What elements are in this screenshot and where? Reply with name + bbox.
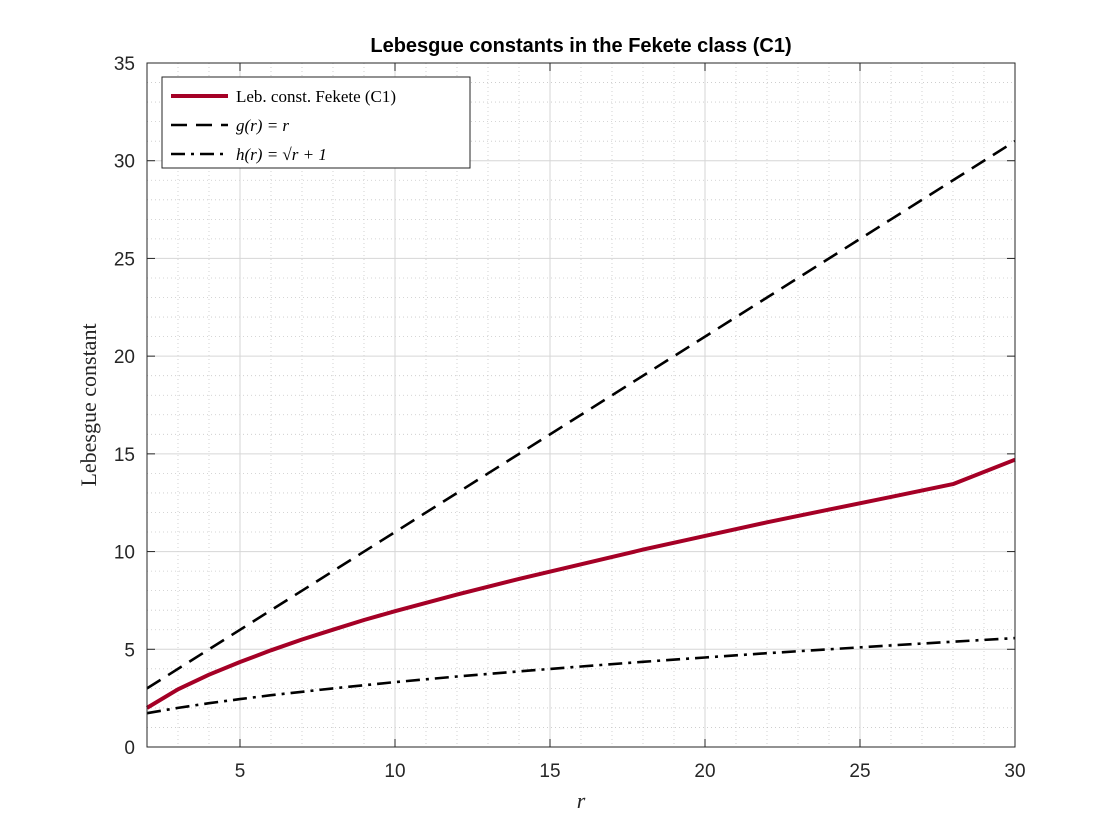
y-tick-label: 5: [124, 640, 135, 661]
plot-area: [147, 63, 1015, 747]
x-tick-label: 15: [539, 761, 560, 782]
x-tick-label: 30: [1004, 761, 1025, 782]
series-line-3: [146, 636, 1016, 715]
series-layer: [145, 140, 1016, 715]
axes-box: [146, 62, 1016, 748]
legend: Leb. const. Fekete (C1) g(r) = r h(r) = √r…: [161, 76, 471, 169]
x-tick-label: 10: [384, 761, 405, 782]
x-tick-label: 5: [235, 761, 246, 782]
y-tick-label: 0: [124, 738, 135, 759]
y-tick-label: 35: [114, 54, 135, 75]
legend-label-1: Leb. const. Fekete (C1): [236, 87, 396, 106]
x-tick-label: 20: [694, 761, 715, 782]
legend-label-3: h(r) = √r + 1: [236, 145, 327, 164]
ticks-layer: [147, 62, 1016, 748]
minor-grid: [146, 63, 1015, 747]
series-line-2: [146, 140, 1016, 690]
y-tick-label: 30: [114, 152, 135, 173]
chart-title: Lebesgue constants in the Fekete class (…: [370, 35, 791, 57]
y-axis-label: Lebesgue constant: [76, 323, 101, 486]
y-tick-label: 10: [114, 543, 135, 564]
x-axis-label: r: [577, 788, 586, 813]
y-tick-label: 25: [114, 249, 135, 270]
y-tick-label: 15: [114, 445, 135, 466]
series-line-1: [145, 457, 1016, 710]
tick-labels: 5 10 15 20 25 30 0 5 10 15 20 25 30 35: [114, 54, 1026, 782]
legend-label-2: g(r) = r: [236, 116, 289, 135]
y-tick-label: 20: [114, 347, 135, 368]
x-tick-label: 25: [849, 761, 870, 782]
